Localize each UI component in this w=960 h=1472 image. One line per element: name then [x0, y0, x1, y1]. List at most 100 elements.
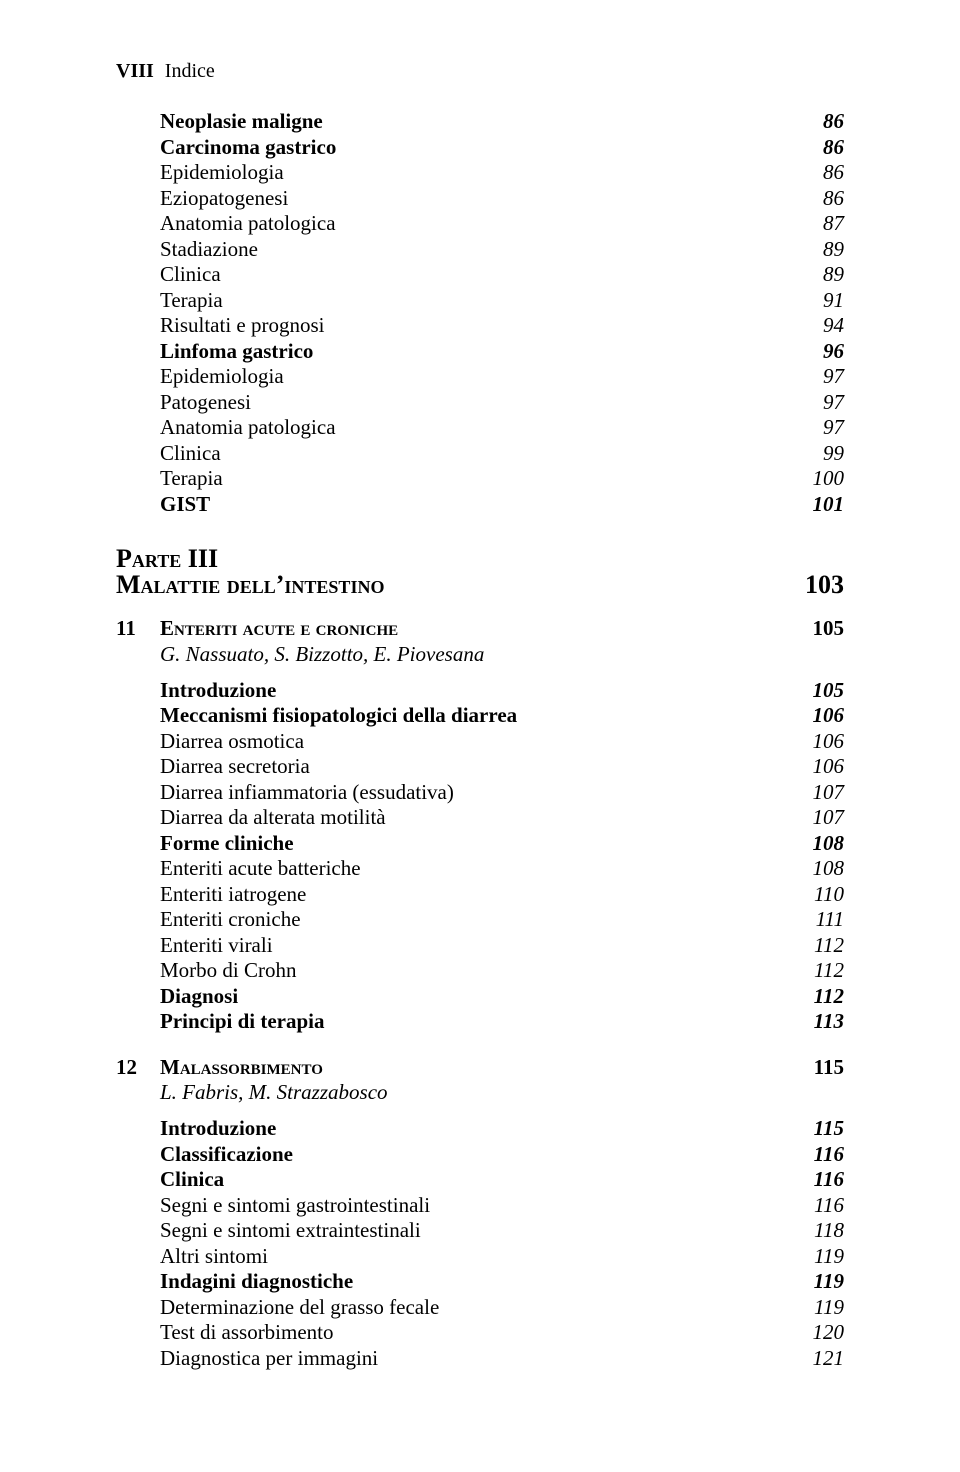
- chapter-title: Enteriti acute e croniche: [160, 618, 801, 639]
- toc-page: 112: [802, 935, 844, 956]
- toc-row: Meccanismi fisiopatologici della diarrea…: [116, 705, 844, 726]
- toc-label: Linfoma gastrico: [160, 341, 313, 362]
- toc-row: Determinazione del grasso fecale119: [116, 1297, 844, 1318]
- toc-page: 100: [801, 468, 845, 489]
- toc-label: Diarrea osmotica: [160, 731, 304, 752]
- toc-page: 99: [811, 443, 844, 464]
- toc-row: Diarrea da alterata motilità 107: [116, 807, 844, 828]
- toc-row: Terapia 91: [116, 290, 844, 311]
- toc-page: 86: [811, 162, 844, 183]
- toc-page: 94: [811, 315, 844, 336]
- toc-label: Test di assorbimento: [160, 1322, 334, 1343]
- toc-page: 121: [801, 1348, 845, 1369]
- toc-label: Clinica: [160, 264, 221, 285]
- toc-label: Enteriti virali: [160, 935, 273, 956]
- toc-row: Test di assorbimento120: [116, 1322, 844, 1343]
- toc-block-1: Neoplasie maligne86Carcinoma gastrico86E…: [116, 111, 844, 515]
- toc-page: 86: [811, 188, 844, 209]
- toc-label: GIST: [160, 494, 210, 515]
- toc-label: Clinica: [160, 1169, 224, 1190]
- chapter-number: 12: [116, 1057, 160, 1078]
- toc-page: 115: [802, 1118, 844, 1139]
- toc-label: Diarrea infiammatoria (essudativa): [160, 782, 454, 803]
- chapter-11-authors: G. Nassuato, S. Bizzotto, E. Piovesana: [116, 644, 844, 665]
- toc-row: Clinica89: [116, 264, 844, 285]
- toc-row: Enteriti croniche111: [116, 909, 844, 930]
- toc-page: 97: [811, 392, 844, 413]
- toc-row: Introduzione105: [116, 680, 844, 701]
- toc-row: Anatomia patologica97: [116, 417, 844, 438]
- toc-row: Enteriti acute batteriche 108: [116, 858, 844, 879]
- toc-label: Epidemiologia: [160, 162, 284, 183]
- toc-page: 111: [804, 909, 844, 930]
- toc-row: Patogenesi97: [116, 392, 844, 413]
- toc-page: 89: [811, 239, 844, 260]
- toc-page: 116: [802, 1169, 844, 1190]
- toc-label: Eziopatogenesi: [160, 188, 288, 209]
- toc-row: Stadiazione 89: [116, 239, 844, 260]
- toc-row: Diagnosi 112: [116, 986, 844, 1007]
- part-heading-row: Parte III Malattie dell’intestino 103: [116, 545, 844, 598]
- toc-label: Diagnosi: [160, 986, 238, 1007]
- toc-page: 116: [802, 1144, 844, 1165]
- toc-page: 112: [802, 986, 844, 1007]
- toc-row: Clinica 116: [116, 1169, 844, 1190]
- toc-page: 108: [801, 858, 845, 879]
- toc-label: Epidemiologia: [160, 366, 284, 387]
- toc-label: Altri sintomi: [160, 1246, 268, 1267]
- toc-label: Diagnostica per immagini: [160, 1348, 378, 1369]
- toc-label: Meccanismi fisiopatologici della diarrea: [160, 705, 517, 726]
- part-page: 103: [805, 571, 844, 598]
- toc-row: Clinica99: [116, 443, 844, 464]
- toc-page: 101: [801, 494, 845, 515]
- toc-page: 86: [811, 111, 844, 132]
- part-heading-text: Parte III Malattie dell’intestino: [116, 545, 384, 598]
- toc-page: 112: [802, 960, 844, 981]
- toc-row: Terapia 100: [116, 468, 844, 489]
- toc-body: Neoplasie maligne86Carcinoma gastrico86E…: [116, 111, 844, 1369]
- toc-label: Forme cliniche: [160, 833, 294, 854]
- toc-row: Risultati e prognosi 94: [116, 315, 844, 336]
- toc-label: Determinazione del grasso fecale: [160, 1297, 439, 1318]
- toc-page: 107: [801, 807, 845, 828]
- toc-row: Diarrea secretoria106: [116, 756, 844, 777]
- toc-row: Neoplasie maligne86: [116, 111, 844, 132]
- toc-row: Classificazione116: [116, 1144, 844, 1165]
- toc-label: Stadiazione: [160, 239, 258, 260]
- toc-label: Terapia: [160, 290, 223, 311]
- chapter-11-items: Introduzione105 Meccanismi fisiopatologic…: [116, 680, 844, 1033]
- part-line-2: Malattie dell’intestino: [116, 572, 384, 598]
- toc-page: 96: [811, 341, 844, 362]
- toc-label: Risultati e prognosi: [160, 315, 325, 336]
- toc-label: Introduzione: [160, 1118, 276, 1139]
- toc-page: 110: [802, 884, 844, 905]
- toc-page: 97: [811, 417, 844, 438]
- toc-label: Terapia: [160, 468, 223, 489]
- chapter-12-heading: 12 Malassorbimento 115: [116, 1057, 844, 1078]
- toc-page: 106: [801, 756, 845, 777]
- toc-page: 119: [802, 1271, 844, 1292]
- chapter-page: 105: [801, 618, 845, 639]
- page-header: VIII Indice: [116, 60, 844, 83]
- toc-page: 91: [811, 290, 844, 311]
- toc-label: Diarrea da alterata motilità: [160, 807, 386, 828]
- toc-row: Enteriti iatrogene 110: [116, 884, 844, 905]
- part-line-1: Parte III: [116, 545, 384, 572]
- toc-row: Segni e sintomi gastrointestinali116: [116, 1195, 844, 1216]
- toc-row: Introduzione 115: [116, 1118, 844, 1139]
- toc-page: 106: [801, 731, 845, 752]
- toc-row: Indagini diagnostiche119: [116, 1271, 844, 1292]
- toc-page: 97: [811, 366, 844, 387]
- chapter-11-heading: 11 Enteriti acute e croniche 105: [116, 618, 844, 639]
- toc-label: Enteriti acute batteriche: [160, 858, 361, 879]
- chapter-title: Malassorbimento: [160, 1057, 802, 1078]
- toc-page: 108: [801, 833, 845, 854]
- toc-row: Eziopatogenesi 86: [116, 188, 844, 209]
- header-label: Indice: [165, 60, 215, 82]
- toc-row: Morbo di Crohn112: [116, 960, 844, 981]
- document-page: VIII Indice Neoplasie maligne86Carcinoma…: [0, 0, 960, 1433]
- toc-label: Anatomia patologica: [160, 213, 336, 234]
- chapter-page: 115: [802, 1057, 844, 1078]
- toc-row: Diarrea infiammatoria (essudativa)107: [116, 782, 844, 803]
- toc-label: Enteriti iatrogene: [160, 884, 306, 905]
